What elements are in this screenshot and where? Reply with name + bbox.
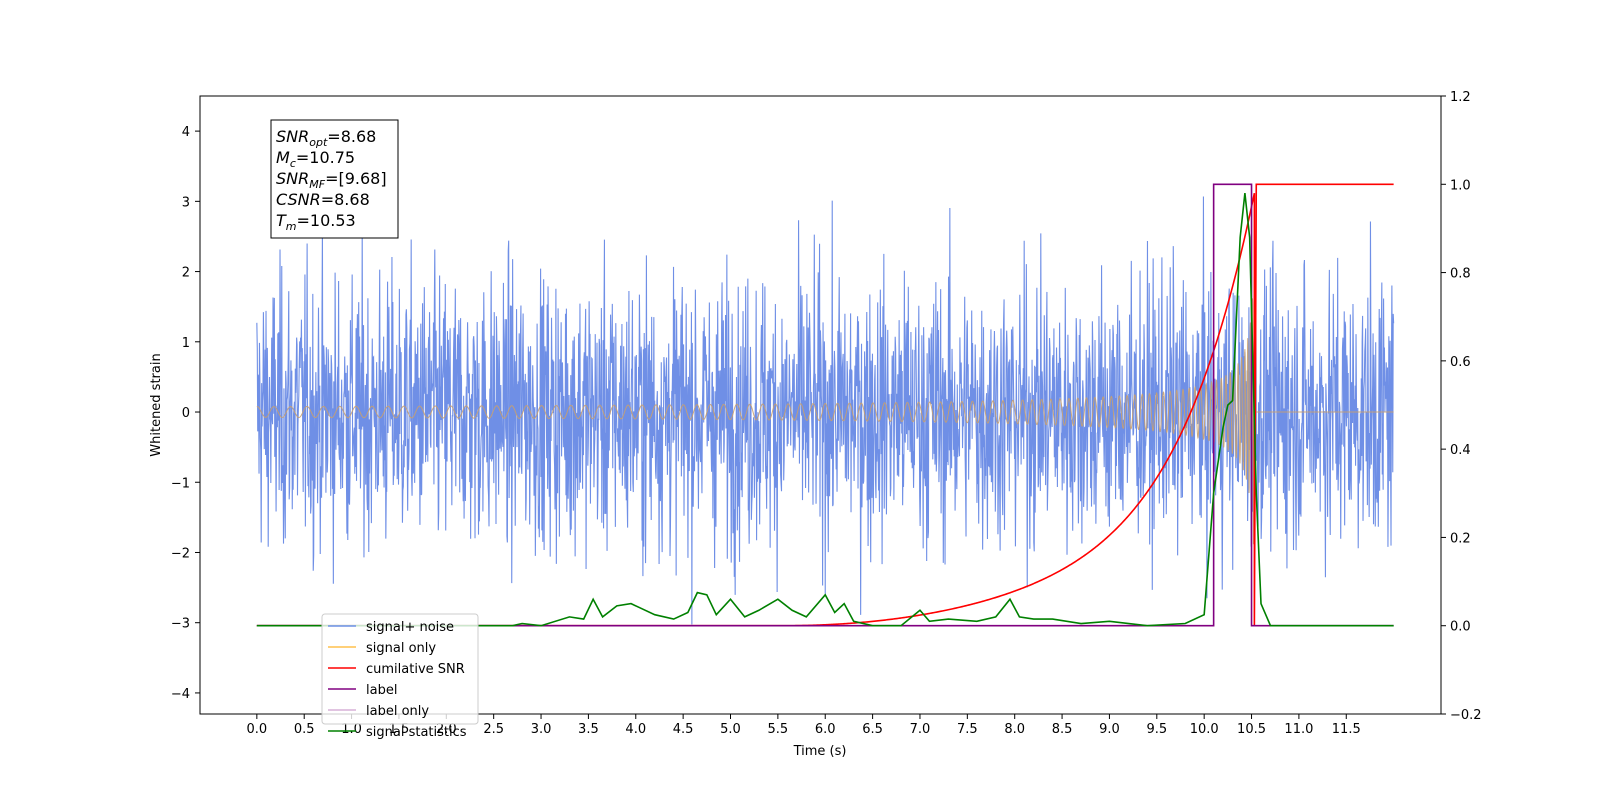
- annotation-frame: [270, 119, 399, 239]
- x-axis: 0.0 0.5 1.0 1.5 2.0 2.5 3.0 3.5 4.0 4.5 5.0 5.5 6.0 6…: [246, 714, 1361, 737]
- y2-tick-label: 0.4: [1450, 443, 1471, 458]
- x-tick-label: 5.5: [768, 722, 789, 737]
- x-tick-label: 3.5: [578, 722, 599, 737]
- annotation-line: Tm=10.53: [276, 211, 356, 233]
- x-tick-label: 9.5: [1146, 722, 1167, 737]
- legend-label: label only: [366, 704, 429, 719]
- x-tick-label: 1.0: [341, 722, 362, 737]
- x-tick-label: 3.0: [531, 722, 552, 737]
- annotation-line: Mc=10.75: [276, 148, 355, 170]
- y-tick-label: −2: [171, 546, 190, 561]
- legend-label: label: [366, 683, 397, 698]
- x-tick-label: 4.5: [673, 722, 694, 737]
- annotation-box: SNRopt=8.68Mc=10.75SNRMF=[9.68]CSNR=8.68…: [270, 119, 399, 239]
- series-signal-only: [256, 276, 1394, 545]
- annotation-line: SNRopt=8.68: [276, 127, 376, 149]
- annotation-line: SNRMF=[9.68]: [276, 169, 387, 191]
- x-tick-label: 8.5: [1052, 722, 1073, 737]
- x-tick-label: 5.0: [720, 722, 741, 737]
- x-tick-label: 10.0: [1190, 722, 1219, 737]
- legend-label: signal only: [366, 641, 436, 656]
- x-tick-label: 0.5: [294, 722, 315, 737]
- x-tick-label: 9.0: [1099, 722, 1120, 737]
- y-tick-label: −4: [171, 687, 190, 702]
- y-tick-label: 3: [182, 195, 190, 210]
- legend-label: cumilative SNR: [366, 662, 465, 677]
- y-axis-label: Whitened strain: [149, 353, 164, 456]
- legend-label: signal+ noise: [366, 620, 454, 635]
- y2-tick-label: 0.0: [1450, 620, 1471, 635]
- x-tick-label: 10.5: [1237, 722, 1266, 737]
- legend-label: signal statistics: [366, 725, 467, 740]
- plot-area: [256, 183, 1395, 627]
- x-tick-label: 7.5: [957, 722, 978, 737]
- y-tick-label: 4: [182, 125, 190, 140]
- x-tick-label: 2.0: [436, 722, 457, 737]
- axes-frame: [199, 95, 1442, 715]
- y-axis-left: −4 −3 −2 −1 0 1 2 3 4: [171, 125, 200, 702]
- y2-tick-label: 0.8: [1450, 267, 1471, 282]
- y-tick-label: −1: [171, 476, 190, 491]
- y-tick-label: −3: [171, 617, 190, 632]
- legend-frame: [321, 613, 479, 725]
- x-tick-label: 8.0: [1004, 722, 1025, 737]
- x-tick-label: 6.5: [862, 722, 883, 737]
- x-tick-label: 6.0: [815, 722, 836, 737]
- annotation-line: CSNR=8.68: [276, 190, 370, 209]
- y2-tick-label: 1.2: [1450, 90, 1471, 105]
- x-tick-label: 11.0: [1284, 722, 1313, 737]
- x-tick-label: 1.5: [389, 722, 410, 737]
- y-tick-label: 1: [182, 336, 190, 351]
- y-axis-right: −0.2 0.0 0.2 0.4 0.6 0.8 1.0 1.2: [1441, 90, 1482, 723]
- x-tick-label: 0.0: [246, 722, 267, 737]
- x-tick-label: 4.0: [625, 722, 646, 737]
- x-tick-label: 2.5: [483, 722, 504, 737]
- y2-tick-label: −0.2: [1450, 708, 1482, 723]
- legend: signal+ noise signal only cumilative SNR la…: [321, 613, 479, 740]
- x-tick-label: 7.0: [910, 722, 931, 737]
- y2-tick-label: 0.6: [1450, 355, 1471, 370]
- y-tick-label: 2: [182, 266, 190, 281]
- x-axis-label: Time (s): [793, 744, 847, 759]
- series-signal-statistics: [256, 193, 1394, 627]
- y2-tick-label: 1.0: [1450, 178, 1471, 193]
- y-tick-label: 0: [182, 406, 190, 421]
- x-tick-label: 11.5: [1332, 722, 1361, 737]
- y2-tick-label: 0.2: [1450, 531, 1471, 546]
